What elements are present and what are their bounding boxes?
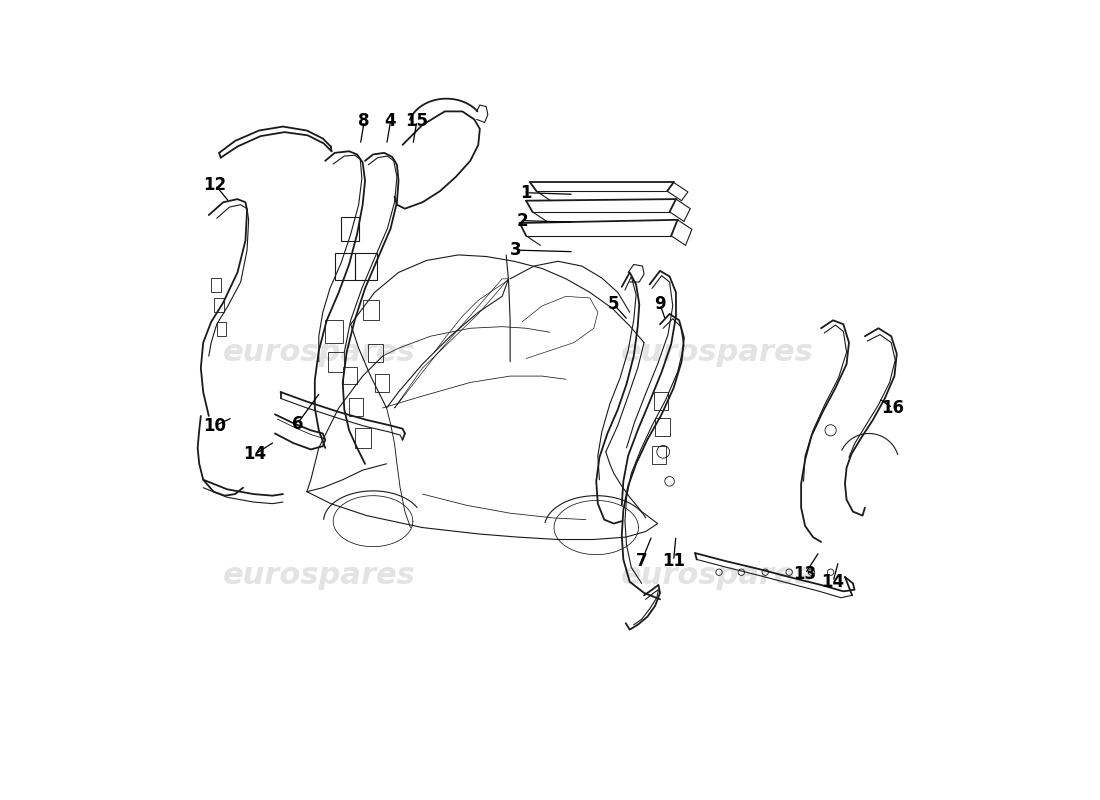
Bar <box>363 300 378 320</box>
Bar <box>652 446 667 464</box>
Text: eurospares: eurospares <box>621 338 814 366</box>
Bar <box>368 344 383 362</box>
Bar <box>214 298 224 312</box>
Text: 2: 2 <box>516 212 528 230</box>
Text: 12: 12 <box>204 176 227 194</box>
Bar <box>343 366 358 384</box>
Bar <box>656 418 670 436</box>
Bar <box>217 322 227 336</box>
Text: eurospares: eurospares <box>222 338 415 366</box>
Text: eurospares: eurospares <box>621 561 814 590</box>
Text: 8: 8 <box>359 112 370 130</box>
Text: 4: 4 <box>385 112 396 130</box>
Bar <box>334 253 354 281</box>
Text: 15: 15 <box>406 112 428 130</box>
Bar <box>354 253 377 281</box>
Text: 3: 3 <box>510 241 521 259</box>
Text: 11: 11 <box>662 552 685 570</box>
Text: 7: 7 <box>636 552 648 570</box>
Bar <box>329 352 344 372</box>
Bar <box>653 392 668 410</box>
Text: 10: 10 <box>204 417 227 434</box>
Bar <box>326 320 343 342</box>
Text: 13: 13 <box>793 565 816 582</box>
Bar <box>341 217 359 241</box>
Text: 6: 6 <box>292 415 302 433</box>
Bar <box>211 278 221 292</box>
Text: 9: 9 <box>654 295 666 314</box>
Bar <box>375 374 389 392</box>
Text: 16: 16 <box>881 399 904 417</box>
Text: 14: 14 <box>822 573 845 590</box>
Text: eurospares: eurospares <box>222 561 415 590</box>
Bar <box>349 398 363 416</box>
Text: 1: 1 <box>520 184 531 202</box>
Text: 5: 5 <box>608 295 619 314</box>
Text: 14: 14 <box>243 446 266 463</box>
Bar <box>354 428 371 448</box>
